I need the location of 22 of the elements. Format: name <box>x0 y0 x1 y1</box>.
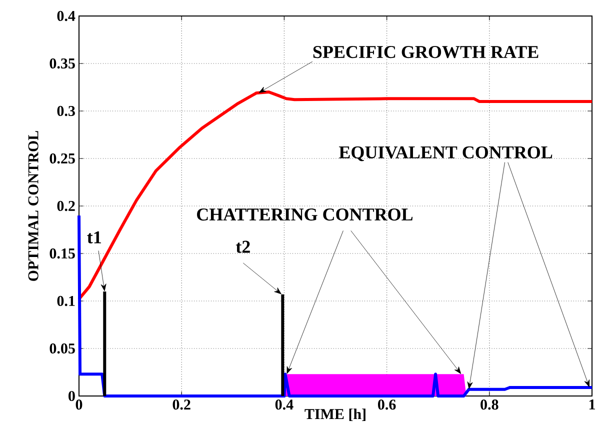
x-tick-label: 0.4 <box>275 400 294 410</box>
y-tick-label: 0.1 <box>57 296 75 306</box>
annotation: t2 <box>236 240 250 253</box>
annotation: CHATTERING CONTROL <box>197 208 413 221</box>
y-tick-label: 0.15 <box>50 248 75 259</box>
annotation: t1 <box>87 231 101 244</box>
y-tick-label: 0.35 <box>50 58 75 69</box>
y-tick-label: 0 <box>68 390 75 402</box>
x-tick-label: 0.6 <box>378 400 396 410</box>
y-tick-label: 0.25 <box>50 153 75 164</box>
annotation: SPECIFIC GROWTH RATE <box>313 46 538 58</box>
x-tick-label: 0.2 <box>172 400 190 410</box>
y-tick-label: 0.3 <box>57 106 75 116</box>
x-axis-title: TIME [h] <box>304 408 366 422</box>
y-tick-label: 0.4 <box>57 10 76 22</box>
x-tick-label: 1 <box>589 400 595 410</box>
y-tick-label: 0.2 <box>57 200 75 212</box>
annotation: EQUIVALENT CONTROL <box>339 146 552 162</box>
y-axis-title: OPTIMAL CONTROL <box>28 130 38 281</box>
y-tick-label: 0.05 <box>50 343 75 354</box>
x-tick-label: 0.8 <box>480 400 498 410</box>
x-tick-label: 0 <box>76 400 82 410</box>
